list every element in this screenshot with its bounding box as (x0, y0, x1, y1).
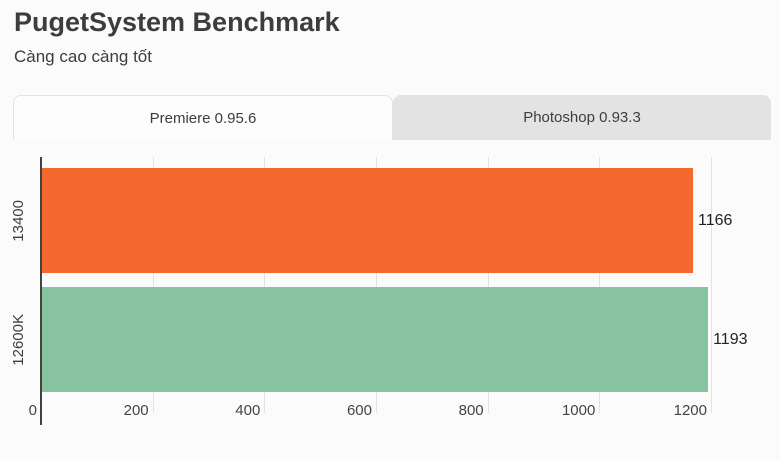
y-axis-line (40, 157, 42, 425)
gridline-600 (376, 157, 377, 413)
x-tick-label-200: 200 (123, 402, 149, 419)
x-tick-label-1200: 1200 (673, 402, 707, 419)
x-tick-label-1000: 1000 (561, 402, 596, 419)
category-label-text: 12600K (9, 313, 27, 366)
category-label-13400: 13400 (0, 168, 36, 273)
bar-chart: 0 200 400 600 800 1000 1200 13400 1166 12600K 1193 (0, 150, 780, 455)
gridline-800 (487, 157, 489, 413)
gridline-200 (152, 157, 154, 413)
value-label-1193: 1193 (713, 330, 748, 348)
value-label-1166: 1166 (698, 211, 733, 229)
tab-bar: Premiere 0.95.6 Photoshop 0.93.3 (13, 95, 771, 140)
benchmark-page: PugetSystem Benchmark Càng cao càng tốt … (0, 6, 780, 461)
x-tick-label-0: 0 (28, 402, 37, 419)
gridline-1200 (711, 157, 712, 413)
tab-photoshop[interactable]: Photoshop 0.93.3 (393, 95, 771, 140)
category-label-text: 13400 (9, 199, 27, 242)
x-tick-label-400: 400 (235, 402, 261, 419)
category-label-12600K: 12600K (0, 287, 36, 392)
bar-12600K (42, 287, 709, 392)
page-title: PugetSystem Benchmark (14, 7, 340, 37)
x-tick-label-800: 800 (458, 402, 484, 419)
tab-premiere[interactable]: Premiere 0.95.6 (13, 95, 393, 140)
gridline-400 (264, 157, 266, 413)
page-subtitle: Càng cao càng tốt (14, 47, 152, 66)
gridline-1000 (599, 157, 601, 413)
x-tick-label-600: 600 (346, 402, 372, 419)
bar-13400 (42, 168, 694, 273)
